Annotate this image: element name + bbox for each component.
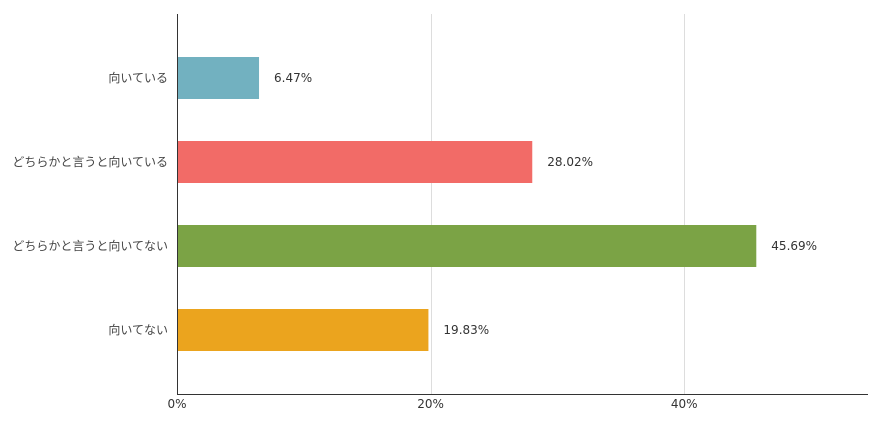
category-label-3: 向いてない [108, 322, 168, 337]
data-label-0: 6.47% [274, 71, 312, 85]
axes [177, 14, 868, 395]
category-label-0: 向いている [108, 70, 168, 85]
x-tick-label-0: 0% [167, 397, 186, 411]
bar-2 [177, 225, 757, 267]
x-tick-label-2: 40% [671, 397, 698, 411]
x-tick-label-1: 20% [417, 397, 444, 411]
data-label-1: 28.02% [547, 155, 593, 169]
bar-1 [177, 141, 533, 183]
bar-3 [177, 309, 429, 351]
data-label-3: 19.83% [443, 323, 489, 337]
data-label-2: 45.69% [771, 239, 817, 253]
gridlines [431, 14, 685, 394]
category-label-1: どちらかと言うと向いている [12, 154, 168, 169]
bar-0 [177, 57, 260, 99]
category-label-2: どちらかと言うと向いてない [12, 238, 168, 253]
bars [177, 57, 757, 351]
labels: 6.47% 向いている 28.02% どちらかと言うと向いている 45.69% どちらかと… [12, 70, 817, 411]
